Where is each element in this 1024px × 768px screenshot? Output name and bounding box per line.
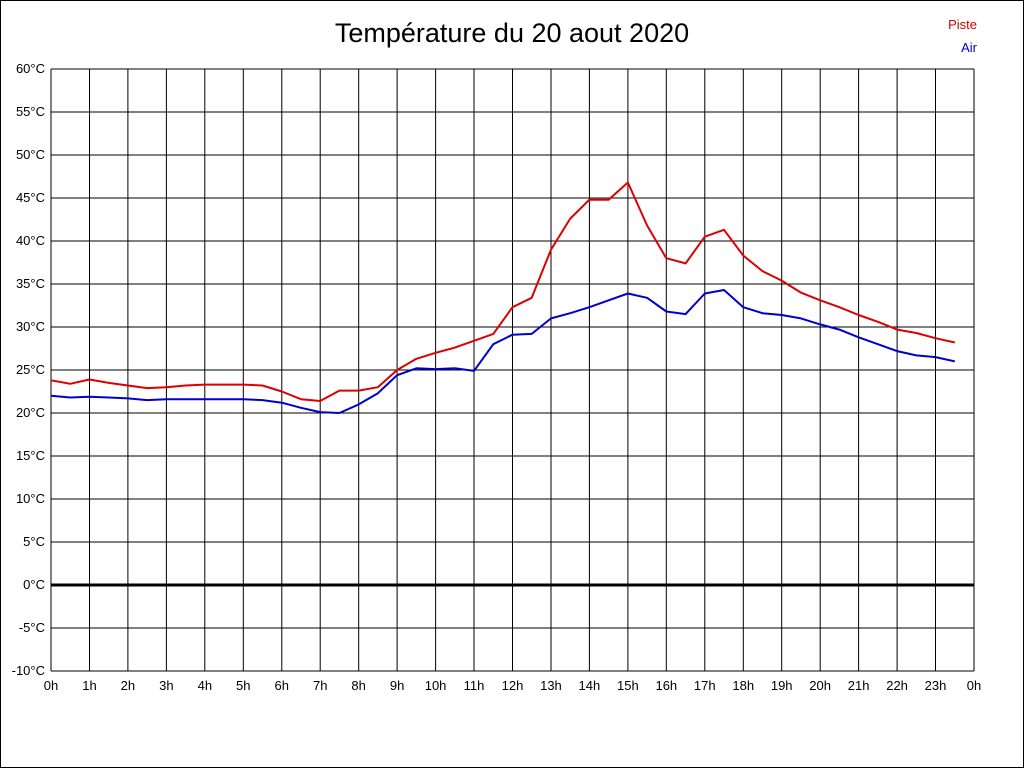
legend-item-air: Air	[961, 40, 977, 55]
y-tick-label: 20°C	[15, 405, 45, 420]
y-tick-label: 45°C	[15, 190, 45, 205]
x-tick-label: 12h	[501, 678, 524, 693]
x-tick-label: 16h	[655, 678, 678, 693]
chart-legend: Piste Air	[948, 13, 977, 59]
x-tick-label: 0h	[43, 678, 59, 693]
y-tick-label: 30°C	[15, 319, 45, 334]
x-tick-label: 10h	[424, 678, 447, 693]
x-tick-label: 2h	[120, 678, 136, 693]
x-tick-label: 6h	[274, 678, 289, 693]
series-air-line	[50, 289, 956, 414]
x-tick-label: 5h	[236, 678, 251, 693]
y-tick-label: 60°C	[15, 61, 45, 76]
x-tick-label: 0h	[966, 678, 982, 693]
y-tick-label: 15°C	[15, 448, 45, 463]
y-tick-label: 40°C	[15, 233, 45, 248]
y-tick-label: 5°C	[23, 534, 45, 549]
x-tick-label: 19h	[770, 678, 793, 693]
y-tick-label: 55°C	[15, 104, 45, 119]
x-tick-label: 11h	[463, 678, 485, 693]
x-tick-label: 13h	[540, 678, 562, 693]
x-tick-label: 1h	[82, 678, 97, 693]
x-tick-label: 22h	[886, 678, 908, 693]
x-tick-label: 9h	[389, 678, 405, 693]
x-tick-label: 21h	[847, 678, 870, 693]
y-tick-label: 0°C	[23, 577, 45, 592]
y-tick-label: -5°C	[18, 620, 45, 635]
y-tick-label: 35°C	[15, 276, 45, 291]
y-tick-label: 10°C	[15, 491, 45, 506]
x-tick-label: 18h	[732, 678, 755, 693]
x-tick-label: 23h	[924, 678, 947, 693]
chart-title: Température du 20 aout 2020	[334, 18, 690, 48]
y-tick-label: -10°C	[11, 663, 45, 678]
x-tick-label: 8h	[351, 678, 366, 693]
y-tick-label: 25°C	[15, 362, 45, 377]
x-tick-label: 15h	[617, 678, 639, 693]
series-piste-line	[50, 181, 956, 402]
legend-item-piste: Piste	[948, 17, 977, 32]
x-tick-label: 4h	[197, 678, 213, 693]
x-tick-label: 3h	[159, 678, 174, 693]
x-tick-label: 20h	[809, 678, 831, 693]
x-tick-label: 7h	[312, 678, 328, 693]
x-tick-label: 17h	[693, 678, 716, 693]
x-tick-label: 14h	[578, 678, 601, 693]
y-tick-label: 50°C	[15, 147, 45, 162]
